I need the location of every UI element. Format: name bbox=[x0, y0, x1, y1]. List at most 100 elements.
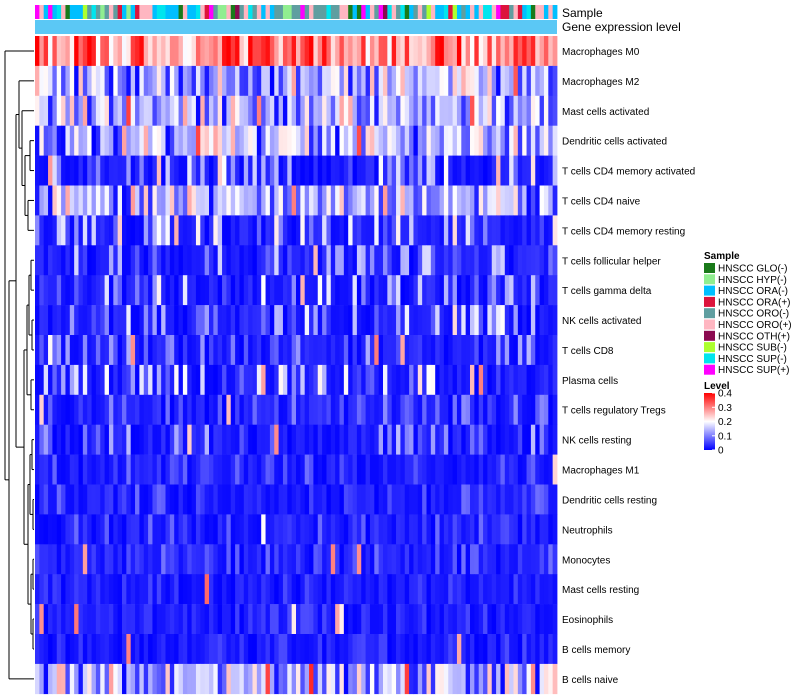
heatmap-cell bbox=[256, 65, 262, 97]
heatmap-cell bbox=[378, 95, 384, 126]
heatmap-cell bbox=[291, 604, 297, 635]
heatmap-cell bbox=[174, 454, 179, 485]
heatmap-cell bbox=[430, 36, 436, 67]
heatmap-cell bbox=[439, 275, 445, 306]
heatmap-cell bbox=[213, 454, 219, 485]
heatmap-cell bbox=[483, 484, 488, 515]
heatmap-cell bbox=[126, 574, 132, 605]
heatmap-cell bbox=[265, 394, 271, 425]
heatmap-cell bbox=[509, 364, 514, 396]
heatmap-cell bbox=[435, 514, 440, 545]
heatmap-cell bbox=[443, 305, 449, 336]
heatmap-cell bbox=[443, 65, 449, 97]
heatmap-cell bbox=[152, 544, 158, 575]
heatmap-cell bbox=[296, 544, 301, 575]
heatmap-cell bbox=[435, 484, 440, 515]
heatmap-cell bbox=[126, 364, 132, 396]
sample-annotation-cell bbox=[235, 5, 240, 19]
heatmap-cell bbox=[178, 215, 184, 246]
heatmap-cell bbox=[352, 514, 358, 545]
heatmap-cell bbox=[174, 95, 179, 126]
heatmap-cell bbox=[487, 574, 493, 605]
heatmap-cell bbox=[352, 95, 358, 126]
heatmap-cell bbox=[500, 125, 506, 156]
heatmap-cell bbox=[135, 663, 140, 695]
heatmap-cell bbox=[309, 454, 314, 485]
heatmap-cell bbox=[461, 424, 467, 455]
heatmap-cell bbox=[387, 484, 393, 515]
heatmap-cell bbox=[530, 604, 536, 635]
heatmap-cell bbox=[282, 65, 288, 97]
sample-annotation-cell bbox=[161, 5, 166, 19]
heatmap-cell bbox=[552, 484, 558, 515]
heatmap-cell bbox=[552, 275, 558, 306]
sample-annotation-cell bbox=[369, 5, 375, 19]
heatmap-cell bbox=[74, 215, 79, 246]
heatmap-cell bbox=[269, 335, 275, 366]
heatmap-cell bbox=[500, 394, 506, 425]
heatmap-cell bbox=[95, 514, 101, 545]
heatmap-cell bbox=[435, 155, 440, 186]
sample-annotation-cell bbox=[383, 5, 388, 19]
heatmap-cell bbox=[200, 245, 206, 276]
heatmap-cell bbox=[213, 604, 219, 635]
heatmap-cell bbox=[95, 544, 101, 575]
heatmap-cell bbox=[296, 394, 301, 425]
heatmap-cell bbox=[165, 364, 171, 396]
heatmap-cell bbox=[239, 544, 245, 575]
heatmap-cell bbox=[452, 335, 458, 366]
heatmap-cell bbox=[195, 514, 201, 545]
heatmap-cell bbox=[217, 305, 223, 336]
heatmap-cell bbox=[517, 335, 523, 366]
heatmap-cell bbox=[78, 155, 84, 186]
heatmap-cell bbox=[195, 634, 201, 665]
heatmap-cell bbox=[387, 454, 393, 485]
heatmap-cell bbox=[152, 394, 158, 425]
heatmap-cell bbox=[230, 514, 236, 545]
heatmap-cell bbox=[356, 245, 362, 276]
heatmap-cell bbox=[404, 275, 410, 306]
heatmap-cell bbox=[143, 544, 149, 575]
heatmap-cell bbox=[165, 95, 171, 126]
heatmap-cell bbox=[439, 305, 445, 336]
heatmap-cell bbox=[61, 514, 66, 545]
heatmap-cell bbox=[65, 634, 71, 665]
heatmap-cell bbox=[213, 394, 219, 425]
heatmap-cell bbox=[82, 424, 88, 455]
heatmap-cell bbox=[539, 574, 545, 605]
heatmap-cell bbox=[148, 663, 153, 695]
heatmap-cell bbox=[195, 125, 201, 156]
heatmap-cell bbox=[256, 125, 262, 156]
heatmap-cell bbox=[291, 394, 297, 425]
heatmap-cell bbox=[352, 275, 358, 306]
heatmap-cell bbox=[304, 95, 310, 126]
heatmap-cell bbox=[304, 364, 310, 396]
heatmap-cell bbox=[513, 574, 519, 605]
heatmap-cell bbox=[104, 335, 110, 366]
heatmap-cell bbox=[491, 394, 497, 425]
heatmap-cell bbox=[443, 484, 449, 515]
row-label: Plasma cells bbox=[562, 376, 618, 387]
heatmap-cell bbox=[256, 245, 262, 276]
heatmap-cell bbox=[343, 484, 349, 515]
sample-annotation-cell bbox=[230, 5, 236, 19]
heatmap-cell bbox=[100, 604, 105, 635]
heatmap-cell bbox=[474, 484, 480, 515]
heatmap-cell bbox=[274, 544, 279, 575]
heatmap-cell bbox=[239, 335, 245, 366]
heatmap-cell bbox=[235, 634, 240, 665]
heatmap-cell bbox=[535, 245, 540, 276]
heatmap-cell bbox=[156, 634, 162, 665]
heatmap-cell bbox=[513, 663, 519, 695]
sample-annotation-cell bbox=[122, 5, 127, 19]
heatmap-cell bbox=[491, 275, 497, 306]
heatmap-cell bbox=[465, 305, 471, 336]
heatmap-cell bbox=[530, 574, 536, 605]
heatmap-cell bbox=[369, 245, 375, 276]
heatmap-cell bbox=[304, 155, 310, 186]
heatmap-cell bbox=[52, 185, 58, 216]
heatmap-cell bbox=[491, 454, 497, 485]
heatmap-cell bbox=[422, 424, 427, 455]
heatmap-cell bbox=[474, 574, 480, 605]
heatmap-cell bbox=[56, 604, 62, 635]
